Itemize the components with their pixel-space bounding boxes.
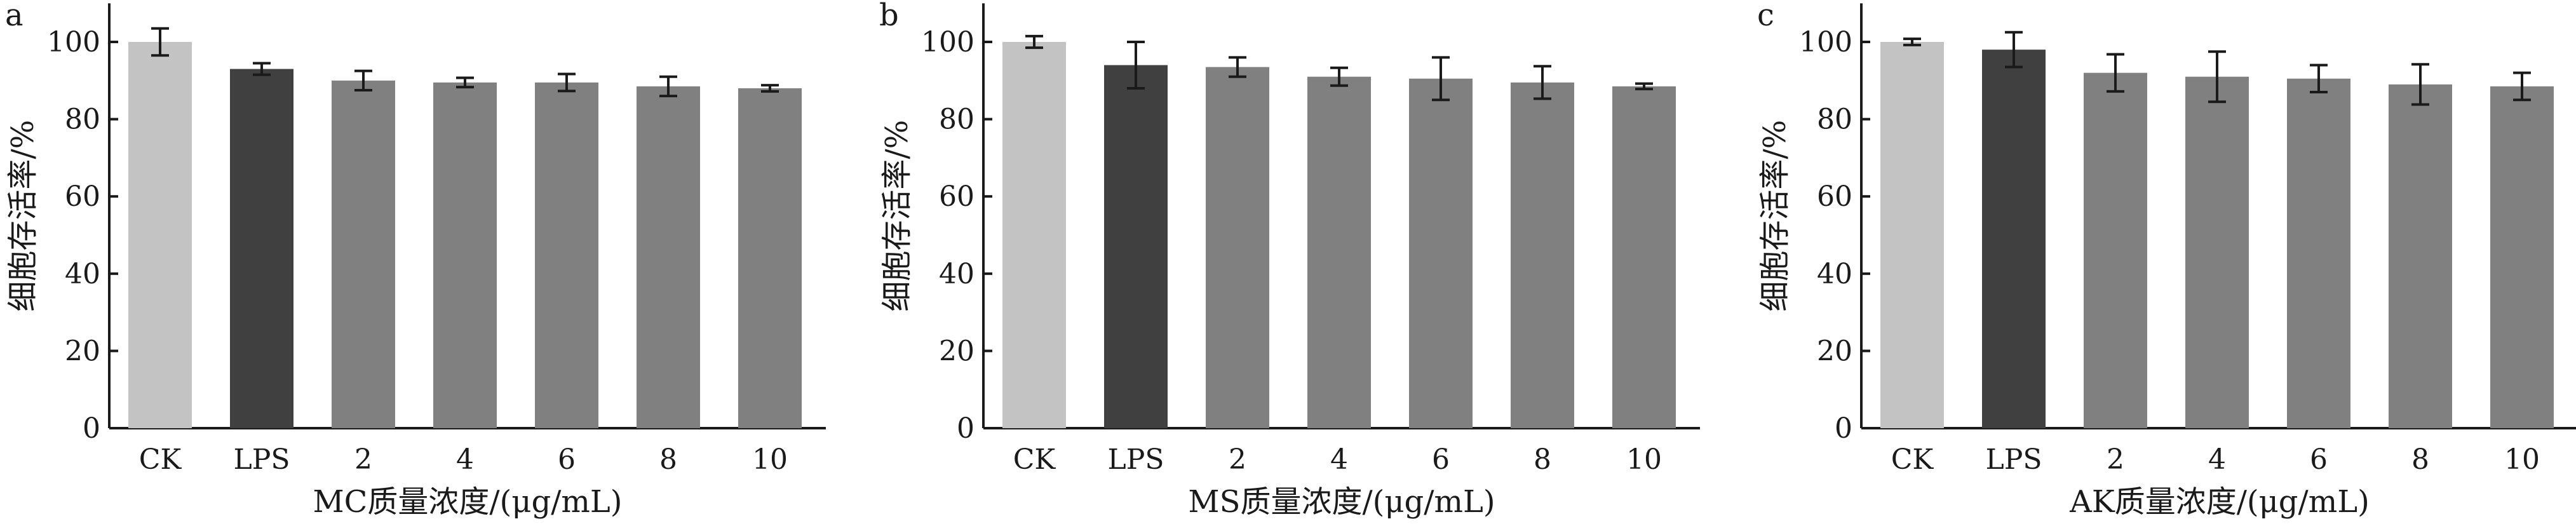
bar-8 — [1511, 82, 1574, 429]
error-bar-4 — [1330, 66, 1348, 87]
x-axis-title: MC质量浓度/(μg/mL) — [313, 484, 623, 520]
error-bar-CK — [151, 27, 169, 57]
error-bar-LPS — [2005, 30, 2023, 69]
x-tick-label: 8 — [1534, 443, 1551, 476]
x-tick-label: CK — [1013, 443, 1056, 476]
chart-panel-c: c 0 20 40 60 80 100 CK LPS 2 4 6 8 10 AK质量浓度/(μg/mL) 细胞… — [1757, 0, 2576, 520]
x-tick-label: 6 — [1432, 443, 1450, 476]
x-tick-label: 2 — [2107, 443, 2124, 476]
error-bar-CK — [1025, 34, 1043, 50]
x-tick-label: 8 — [659, 443, 677, 476]
error-bar-CK — [1903, 37, 1921, 46]
bar-LPS — [1982, 50, 2046, 428]
panel-label: a — [5, 0, 24, 33]
error-bar-2 — [2107, 53, 2124, 93]
bar-CK — [1002, 42, 1066, 428]
error-bar-10 — [761, 84, 779, 93]
x-axis-title: AK质量浓度/(μg/mL) — [2069, 484, 2370, 520]
y-tick-label: 0 — [83, 412, 100, 445]
x-tick-label: 6 — [558, 443, 576, 476]
error-bar-8 — [2411, 63, 2429, 106]
x-tick-label: LPS — [1108, 443, 1164, 476]
x-tick-label: 6 — [2310, 443, 2328, 476]
y-tick-label: 60 — [939, 180, 974, 213]
y-tick-label: 0 — [1835, 412, 1852, 445]
bar-4 — [433, 82, 497, 429]
bar-6 — [2287, 78, 2350, 428]
x-tick-label: 10 — [2504, 443, 2540, 476]
x-axis-title: MS质量浓度/(μg/mL) — [1188, 484, 1495, 520]
y-tick-label: 60 — [65, 180, 100, 213]
x-tick-label: 4 — [1330, 443, 1348, 476]
y-tick-label: 60 — [1817, 180, 1852, 213]
bar-2 — [332, 80, 395, 429]
y-tick-label: 40 — [65, 258, 100, 290]
error-bar-4 — [2208, 50, 2226, 104]
chart-panel-a: a 0 20 40 60 80 100 CK LPS 2 4 6 8 10 MC质量浓度/(μg/mL) 细胞… — [5, 0, 826, 520]
bar-LPS — [230, 69, 293, 428]
y-tick-label: 100 — [921, 26, 974, 58]
y-tick-label: 40 — [939, 258, 974, 290]
bar-10 — [2490, 86, 2554, 429]
bar-6 — [535, 82, 598, 429]
error-bar-LPS — [1127, 41, 1145, 90]
x-tick-label: LPS — [1986, 443, 2042, 476]
error-bar-2 — [354, 69, 372, 91]
y-tick-label: 20 — [1817, 335, 1852, 367]
error-bar-6 — [1432, 56, 1450, 102]
error-bar-8 — [659, 75, 677, 98]
bar-10 — [1612, 86, 1676, 429]
error-bar-2 — [1229, 56, 1246, 78]
y-tick-label: 80 — [65, 104, 100, 136]
bar-LPS — [1104, 65, 1168, 429]
x-tick-label: 10 — [1626, 443, 1662, 476]
x-tick-label: LPS — [234, 443, 290, 476]
y-tick-label: 100 — [1799, 26, 1852, 58]
panel-label: c — [1757, 0, 1774, 33]
bar-10 — [738, 88, 802, 428]
y-tick-label: 20 — [939, 335, 974, 367]
x-tick-label: CK — [139, 443, 182, 476]
y-tick-label: 80 — [939, 104, 974, 136]
bar-CK — [128, 42, 192, 428]
error-bar-6 — [2310, 64, 2328, 94]
y-axis-title: 细胞存活率/% — [879, 120, 915, 312]
y-tick-label: 40 — [1817, 258, 1852, 290]
y-axis-title: 细胞存活率/% — [5, 120, 41, 312]
bar-4 — [1307, 76, 1371, 429]
x-tick-label: 8 — [2411, 443, 2429, 476]
y-tick-label: 20 — [65, 335, 100, 367]
y-tick-label: 80 — [1817, 104, 1852, 136]
x-tick-label: 4 — [2208, 443, 2226, 476]
chart-panel-b: b 0 20 40 60 80 100 CK LPS 2 4 6 8 10 MS质量浓度/(μg/mL) 细胞… — [879, 0, 1700, 520]
bar-2 — [2084, 72, 2147, 428]
error-bar-8 — [1534, 65, 1551, 100]
error-bar-10 — [1635, 82, 1653, 91]
bar-2 — [1206, 67, 1269, 428]
error-bar-6 — [558, 72, 576, 93]
bar-8 — [637, 86, 700, 429]
bar-8 — [2389, 84, 2452, 428]
x-tick-label: 10 — [752, 443, 788, 476]
x-tick-label: 2 — [1229, 443, 1246, 476]
panel-label: b — [879, 0, 899, 33]
error-bar-10 — [2513, 71, 2531, 102]
x-tick-label: 4 — [456, 443, 474, 476]
y-tick-label: 100 — [47, 26, 100, 58]
bar-CK — [1880, 42, 1944, 428]
error-bar-4 — [456, 76, 474, 89]
y-tick-label: 0 — [957, 412, 974, 445]
bar-6 — [1409, 78, 1473, 428]
y-axis-title: 细胞存活率/% — [1757, 120, 1793, 312]
x-tick-label: 2 — [354, 443, 372, 476]
bar-4 — [2185, 76, 2249, 429]
error-bar-LPS — [253, 62, 271, 76]
x-tick-label: CK — [1891, 443, 1934, 476]
